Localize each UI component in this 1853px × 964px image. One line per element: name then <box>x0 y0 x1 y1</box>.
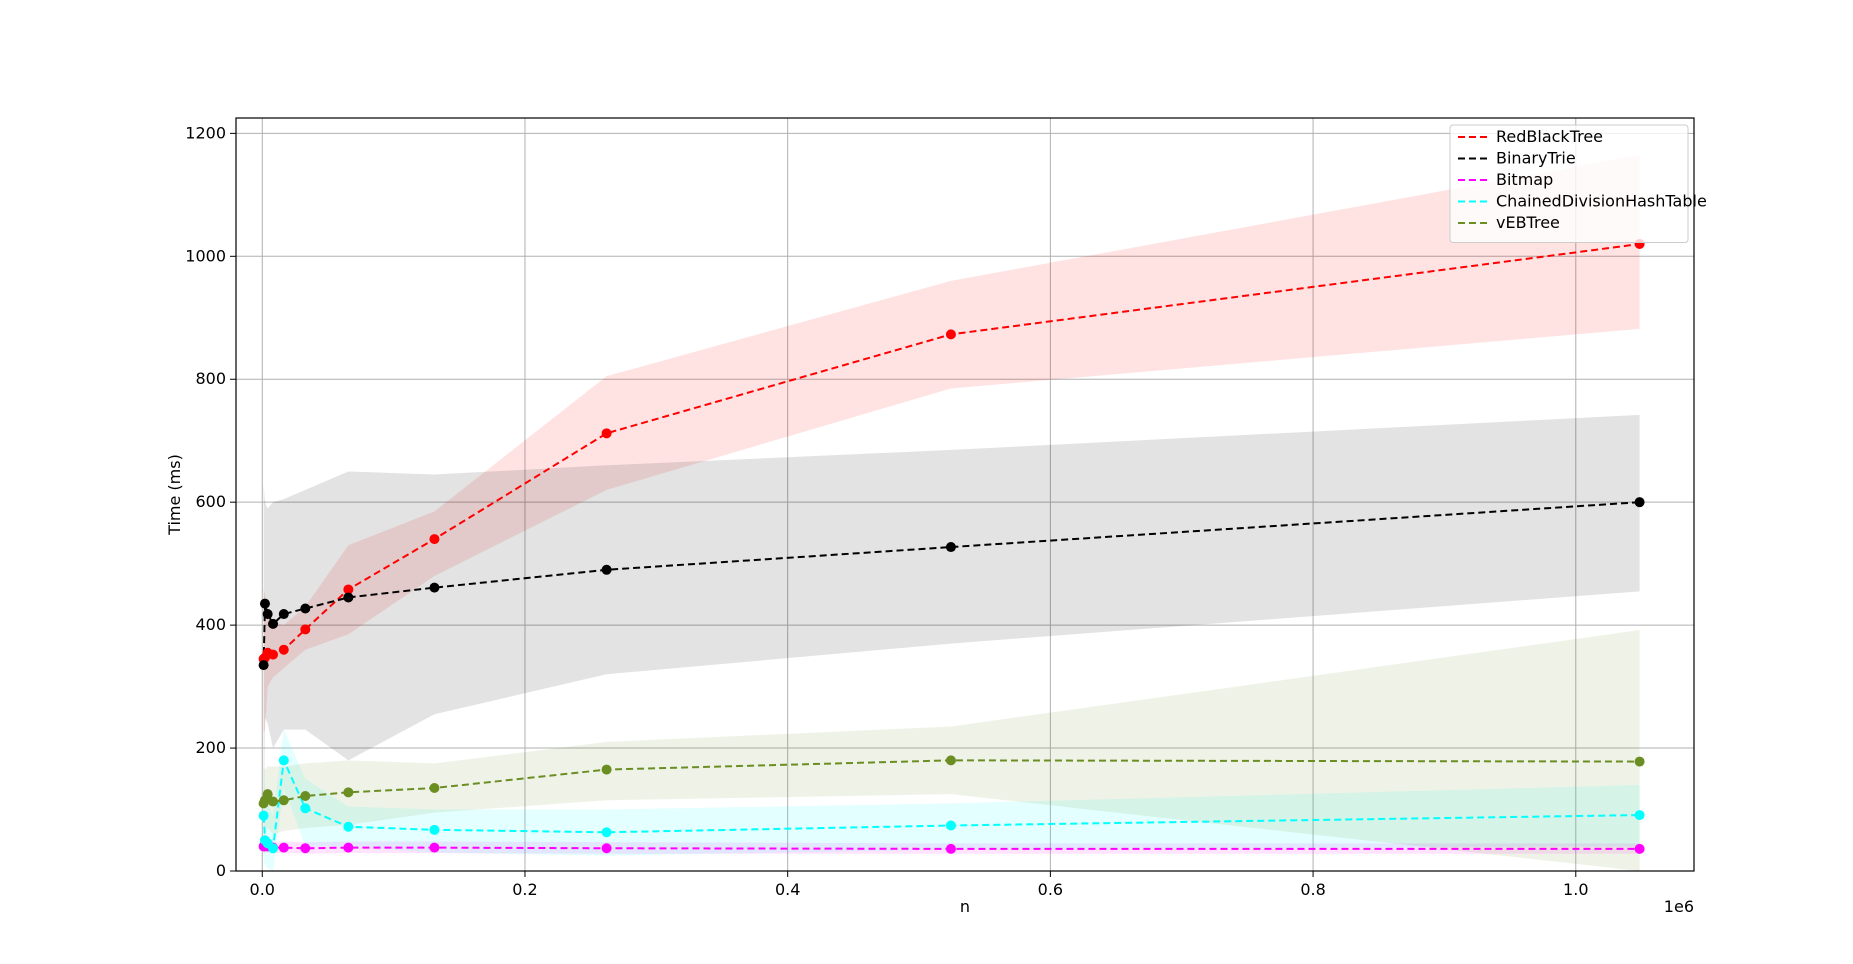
legend-box <box>1449 124 1689 243</box>
binary-trie-point <box>945 542 956 553</box>
y-axis-label: Time (ms) <box>165 454 184 536</box>
v-ebtree-point <box>262 789 273 800</box>
x-tick-label: 0.6 <box>1038 880 1063 899</box>
x-tick-label: 0.0 <box>250 880 275 899</box>
v-ebtree-point <box>268 796 279 807</box>
x-tick-label: 0.4 <box>775 880 800 899</box>
y-tick-label: 1000 <box>185 246 226 265</box>
chained-division-hash-table-point <box>343 821 354 832</box>
binary-trie-point <box>601 564 612 575</box>
legend-label-chained-division-hash-table: ChainedDivisionHashTable <box>1496 192 1707 211</box>
chained-division-hash-table-point <box>429 824 440 835</box>
bitmap-point <box>601 843 612 854</box>
bitmap-point <box>429 842 440 853</box>
binary-trie-point <box>258 660 269 671</box>
binary-trie-point <box>268 618 279 629</box>
series-markers <box>258 239 1645 854</box>
y-tick-label: 1200 <box>185 123 226 142</box>
bitmap-point <box>945 843 956 854</box>
x-tick-label: 1.0 <box>1563 880 1588 899</box>
red-black-tree-point <box>343 584 354 595</box>
chained-division-hash-table-point <box>1634 810 1645 821</box>
chained-division-hash-table-point <box>300 803 311 814</box>
v-ebtree-point <box>945 755 956 766</box>
v-ebtree-point <box>278 795 289 806</box>
v-ebtree-point <box>343 787 354 798</box>
v-ebtree-point <box>429 783 440 794</box>
red-black-tree-point <box>268 649 279 660</box>
y-tick-label: 400 <box>195 615 226 634</box>
binary-trie-point <box>259 598 270 609</box>
legend-label-bitmap: Bitmap <box>1496 170 1553 189</box>
binary-trie-band <box>263 414 1640 847</box>
v-ebtree-point <box>300 791 311 802</box>
binary-trie-point <box>1634 497 1645 508</box>
bitmap-point <box>343 842 354 853</box>
red-black-tree-point <box>945 329 956 340</box>
binary-trie-point <box>262 609 273 620</box>
binary-trie-point <box>343 592 354 603</box>
legend-label-binary-trie: BinaryTrie <box>1496 149 1576 168</box>
red-black-tree-band <box>263 154 1640 733</box>
bitmap-point <box>278 842 289 853</box>
y-tick-label: 200 <box>195 738 226 757</box>
chained-division-hash-table-point <box>945 820 956 831</box>
chained-division-hash-table-point <box>278 755 289 766</box>
red-black-tree-point <box>300 624 311 635</box>
binary-trie-point <box>278 609 289 620</box>
x-tick-label: 0.8 <box>1300 880 1325 899</box>
y-tick-label: 800 <box>195 369 226 388</box>
legend: RedBlackTree BinaryTrie Bitmap ChainedDivis… <box>1449 124 1707 243</box>
x-axis-label: n <box>960 897 970 916</box>
red-black-tree-point <box>278 644 289 655</box>
y-tick-label: 600 <box>195 492 226 511</box>
red-black-tree-point <box>601 428 612 439</box>
chained-division-hash-table-point <box>268 843 279 854</box>
x-tick-label: 0.2 <box>512 880 537 899</box>
binary-trie-point <box>300 603 311 614</box>
binary-trie-point <box>429 582 440 593</box>
plot-frame <box>235 117 1695 872</box>
red-black-tree-point <box>429 534 440 545</box>
bitmap-point <box>300 843 311 854</box>
axis-ticks: 0.0 0.2 0.4 0.6 0.8 1.0 0 200 400 600 800 1000 1200 <box>185 123 1588 899</box>
legend-label-v-ebtree: vEBTree <box>1496 213 1560 232</box>
legend-label-red-black-tree: RedBlackTree <box>1496 127 1603 146</box>
chained-division-hash-table-point <box>601 827 612 838</box>
x-axis-offset-label: 1e6 <box>1664 897 1694 916</box>
chained-division-hash-table-point <box>258 810 269 821</box>
v-ebtree-point <box>601 764 612 775</box>
y-tick-label: 0 <box>216 861 226 880</box>
v-ebtree-point <box>1634 756 1645 767</box>
v-ebtree-band <box>263 630 1640 871</box>
bitmap-point <box>1634 843 1645 854</box>
